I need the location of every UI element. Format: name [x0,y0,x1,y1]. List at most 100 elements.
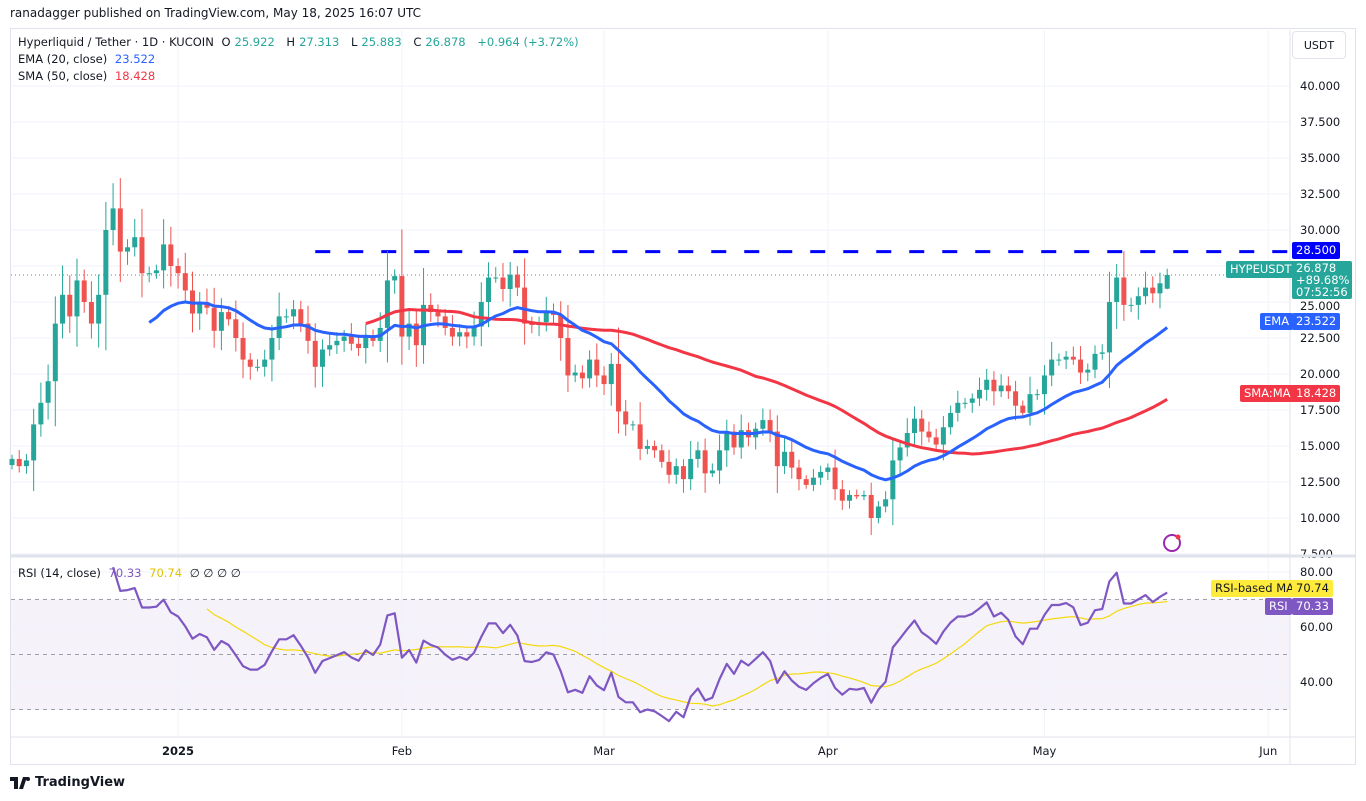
candle[interactable] [572,372,578,376]
candle[interactable] [912,418,917,434]
candle[interactable] [543,312,549,323]
candle[interactable] [413,323,419,346]
candle[interactable] [211,307,217,331]
candle[interactable] [103,230,109,295]
candle[interactable] [341,336,347,341]
candle[interactable] [825,467,831,472]
candle[interactable] [601,375,607,385]
candle[interactable] [1099,352,1105,354]
candle[interactable] [702,450,708,474]
candle[interactable] [1135,296,1141,305]
candle[interactable] [948,412,954,428]
candle[interactable] [615,363,621,412]
candle[interactable] [1020,405,1026,413]
candle[interactable] [594,359,600,376]
candle[interactable] [457,332,463,337]
candle[interactable] [709,470,715,474]
candle[interactable] [644,446,650,449]
candle[interactable] [312,340,318,367]
candle[interactable] [226,312,232,320]
candle[interactable] [717,450,723,471]
candle[interactable] [31,424,37,461]
candle[interactable] [182,273,188,291]
candle[interactable] [117,208,123,252]
candle[interactable] [356,343,362,349]
candle[interactable] [1114,277,1120,302]
ema-legend[interactable]: EMA (20, close) 23.522 [18,52,159,66]
tradingview-logo[interactable]: TradingView [10,775,125,790]
candle[interactable] [1013,391,1019,406]
candle[interactable] [110,208,116,230]
candle[interactable] [623,411,629,425]
candle[interactable] [428,304,434,313]
candle[interactable] [442,316,448,328]
candle[interactable] [652,446,658,451]
candle[interactable] [1150,287,1156,294]
candle[interactable] [1143,287,1149,297]
candle[interactable] [854,494,860,497]
candle[interactable] [175,266,181,274]
candle[interactable] [940,427,946,445]
candle[interactable] [883,499,889,507]
candle[interactable] [384,280,390,328]
candle[interactable] [38,402,44,425]
candle[interactable] [500,277,506,290]
candle[interactable] [659,450,665,462]
candle[interactable] [283,316,289,318]
candle[interactable] [254,366,260,368]
candle[interactable] [291,309,297,317]
candle[interactable] [587,359,593,379]
candle[interactable] [305,323,311,341]
candle[interactable] [529,323,535,326]
candle[interactable] [1164,274,1170,289]
candle[interactable] [1092,353,1098,370]
candle[interactable] [897,447,903,461]
candle[interactable] [1056,359,1062,361]
candle[interactable] [803,479,809,485]
candle[interactable] [962,402,968,404]
rsi-legend[interactable]: RSI (14, close) 70.33 70.74 ∅ ∅ ∅ ∅ [18,566,245,580]
candle[interactable] [218,312,224,331]
candle[interactable] [767,420,773,432]
candle[interactable] [262,359,268,367]
candle[interactable] [673,466,679,475]
candle[interactable] [839,489,845,501]
candle[interactable] [1128,304,1134,306]
candle[interactable] [637,424,643,449]
candle[interactable] [334,340,340,346]
candle[interactable] [464,332,470,337]
candle[interactable] [688,458,694,480]
candle[interactable] [774,431,780,467]
candle[interactable] [904,433,910,448]
candle[interactable] [861,494,867,497]
currency-button[interactable]: USDT [1292,31,1346,59]
candle[interactable] [984,379,990,390]
candle[interactable] [890,460,896,500]
candle[interactable] [74,280,80,317]
candle[interactable] [1005,385,1011,392]
candle[interactable] [197,302,203,314]
candle[interactable] [60,294,66,324]
candle[interactable] [478,302,484,327]
candle[interactable] [789,451,795,468]
candle[interactable] [818,471,824,478]
tradingview-ideas-icon[interactable] [1163,534,1181,552]
candle[interactable] [1121,277,1127,305]
candle[interactable] [327,345,333,350]
candle[interactable] [875,506,881,518]
candle[interactable] [522,287,528,324]
candle[interactable] [976,389,982,399]
candle[interactable] [406,323,412,337]
candle[interactable] [579,372,585,379]
candle[interactable] [363,335,369,349]
candle[interactable] [269,338,275,360]
candle[interactable] [1157,283,1163,294]
candle[interactable] [1034,394,1040,396]
candle[interactable] [969,398,975,403]
candle[interactable] [666,461,672,475]
candle[interactable] [955,402,961,413]
candle[interactable] [435,312,441,317]
candle[interactable] [832,467,838,490]
candle[interactable] [81,280,87,302]
